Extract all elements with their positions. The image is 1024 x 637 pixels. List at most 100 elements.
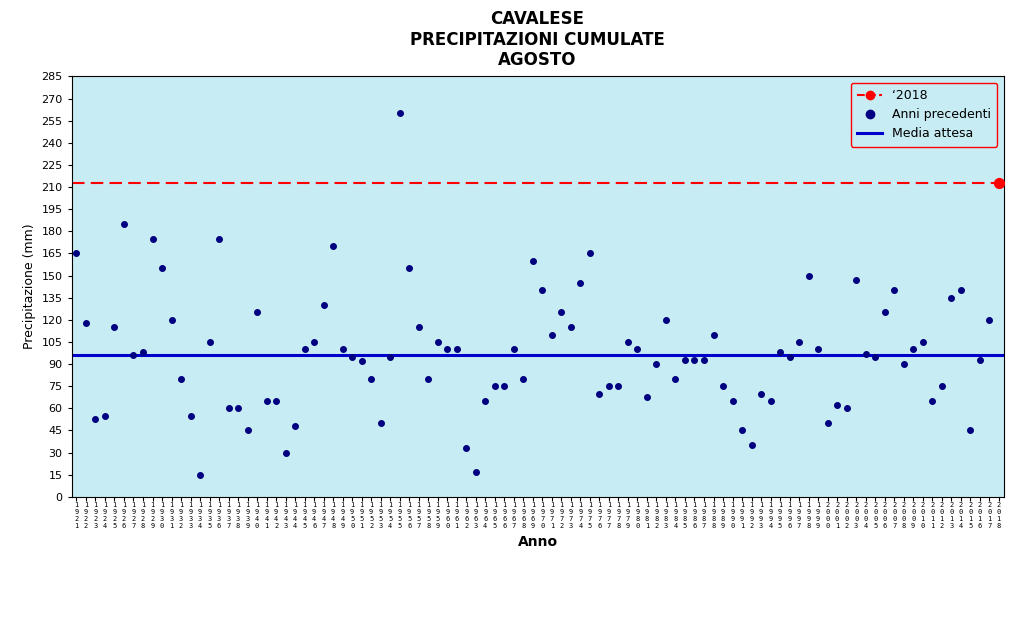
Point bbox=[934, 381, 950, 391]
Y-axis label: Precipitazione (mm): Precipitazione (mm) bbox=[23, 224, 36, 350]
Point bbox=[315, 300, 332, 310]
Point bbox=[781, 352, 798, 362]
Point bbox=[202, 337, 218, 347]
Point bbox=[914, 337, 931, 347]
Legend: ‘2018, Anni precedenti, Media attesa: ‘2018, Anni precedenti, Media attesa bbox=[851, 83, 997, 147]
Point bbox=[69, 248, 85, 259]
Point bbox=[306, 337, 323, 347]
Point bbox=[164, 315, 180, 325]
Point bbox=[278, 448, 294, 458]
Title: CAVALESE
PRECIPITAZIONI CUMULATE
AGOSTO: CAVALESE PRECIPITAZIONI CUMULATE AGOSTO bbox=[411, 10, 665, 69]
Point bbox=[762, 396, 778, 406]
Point bbox=[677, 355, 693, 365]
Point bbox=[572, 278, 589, 288]
Point bbox=[553, 308, 569, 318]
Point bbox=[990, 178, 1007, 188]
Point bbox=[96, 411, 113, 421]
Point bbox=[87, 413, 103, 424]
Point bbox=[819, 418, 836, 428]
Point bbox=[952, 285, 969, 296]
Point bbox=[743, 440, 760, 450]
Point bbox=[544, 329, 560, 340]
Point bbox=[353, 356, 370, 366]
Point bbox=[429, 337, 445, 347]
Point bbox=[154, 263, 170, 273]
Point bbox=[591, 389, 607, 399]
Point bbox=[962, 426, 978, 436]
Point bbox=[344, 352, 360, 362]
Point bbox=[411, 322, 427, 333]
Point bbox=[877, 308, 893, 318]
Point bbox=[848, 275, 864, 285]
Point bbox=[191, 469, 208, 480]
Point bbox=[715, 381, 731, 391]
Point bbox=[791, 337, 807, 347]
Point bbox=[229, 403, 246, 413]
Point bbox=[943, 292, 959, 303]
Point bbox=[106, 322, 123, 333]
Point bbox=[924, 396, 940, 406]
Point bbox=[373, 418, 389, 428]
Point bbox=[972, 355, 988, 365]
Point bbox=[78, 318, 94, 328]
Point bbox=[335, 344, 351, 354]
Point bbox=[639, 392, 655, 402]
X-axis label: Anno: Anno bbox=[517, 535, 558, 549]
Point bbox=[582, 248, 598, 259]
Point bbox=[648, 359, 665, 369]
Point bbox=[839, 403, 855, 413]
Point bbox=[486, 381, 503, 391]
Point bbox=[296, 344, 312, 354]
Point bbox=[382, 352, 398, 362]
Point bbox=[620, 337, 636, 347]
Point bbox=[173, 374, 189, 384]
Point bbox=[706, 329, 722, 340]
Point bbox=[828, 400, 845, 410]
Point bbox=[506, 344, 522, 354]
Point bbox=[724, 396, 740, 406]
Point bbox=[772, 347, 788, 357]
Point bbox=[116, 219, 132, 229]
Point bbox=[657, 315, 674, 325]
Point bbox=[886, 285, 902, 296]
Point bbox=[401, 263, 418, 273]
Point bbox=[439, 344, 456, 354]
Point bbox=[496, 381, 512, 391]
Point bbox=[515, 374, 531, 384]
Point bbox=[734, 426, 751, 436]
Point bbox=[801, 271, 817, 281]
Point bbox=[287, 421, 303, 431]
Point bbox=[391, 108, 408, 118]
Point bbox=[420, 374, 436, 384]
Point bbox=[258, 396, 274, 406]
Point bbox=[211, 234, 227, 244]
Point bbox=[668, 374, 684, 384]
Point bbox=[524, 255, 541, 266]
Point bbox=[240, 426, 256, 436]
Point bbox=[144, 234, 161, 244]
Point bbox=[562, 322, 579, 333]
Point bbox=[325, 241, 341, 251]
Point bbox=[610, 381, 627, 391]
Point bbox=[629, 344, 645, 354]
Point bbox=[601, 381, 617, 391]
Point bbox=[220, 403, 237, 413]
Point bbox=[810, 344, 826, 354]
Point bbox=[468, 467, 484, 477]
Point bbox=[753, 389, 769, 399]
Point bbox=[458, 443, 474, 454]
Point bbox=[364, 374, 380, 384]
Point bbox=[477, 396, 494, 406]
Point bbox=[857, 348, 873, 359]
Point bbox=[135, 347, 152, 357]
Point bbox=[905, 344, 922, 354]
Point bbox=[535, 285, 551, 296]
Point bbox=[182, 411, 199, 421]
Point bbox=[268, 396, 285, 406]
Point bbox=[896, 359, 912, 369]
Point bbox=[449, 344, 465, 354]
Point bbox=[696, 355, 713, 365]
Point bbox=[981, 315, 997, 325]
Point bbox=[125, 350, 141, 361]
Point bbox=[867, 352, 884, 362]
